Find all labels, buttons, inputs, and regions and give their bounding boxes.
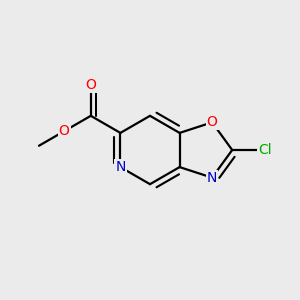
Text: Cl: Cl	[258, 143, 272, 157]
Text: O: O	[207, 115, 218, 129]
Text: O: O	[85, 78, 96, 92]
Text: N: N	[207, 171, 217, 185]
Text: O: O	[59, 124, 70, 138]
Text: N: N	[115, 160, 126, 174]
